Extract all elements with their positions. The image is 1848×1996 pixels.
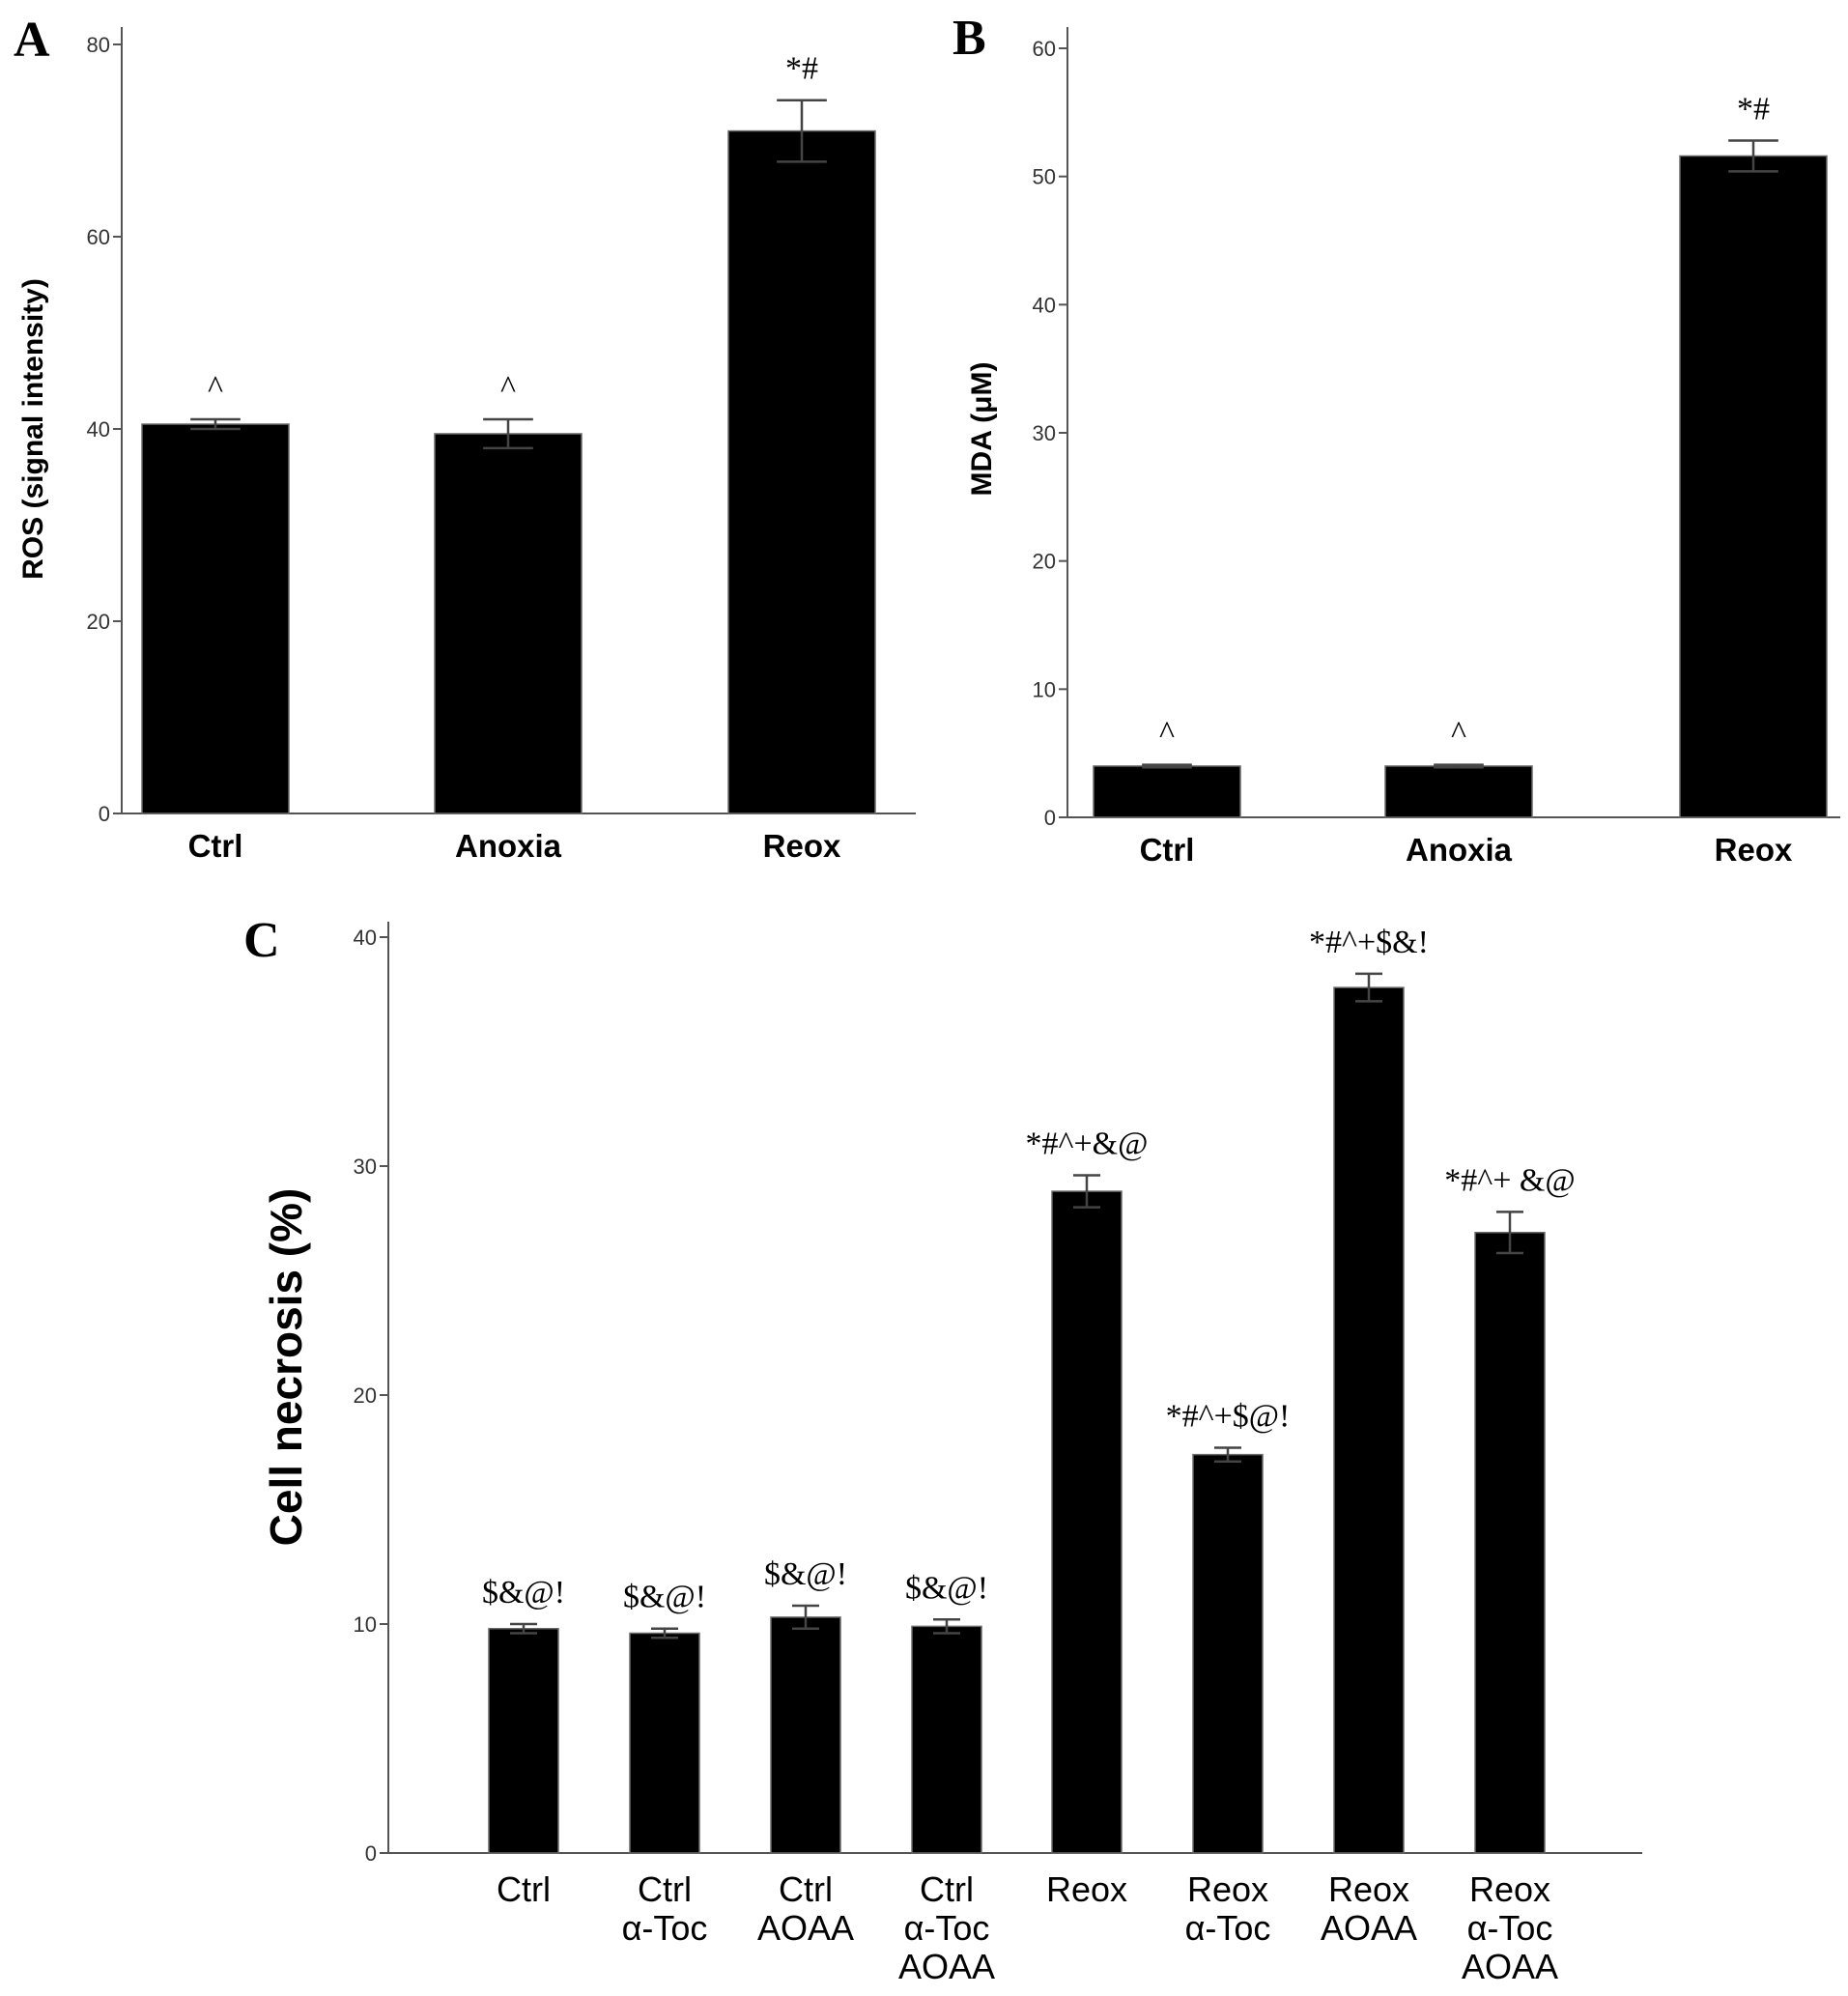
significance-annotation: $&@! [482,1575,565,1611]
bar [1093,765,1241,818]
chart-panel-c: C 0 10 20 30 40 Cell necrosis (%) $&@! Ctrl $&@! C… [243,913,1642,1986]
category-label: Ctrl [920,1869,974,1909]
category-label: Ctrl [497,1869,551,1909]
y-tick-label: 30 [354,1155,377,1179]
y-axis-title: MDA (μM) [966,362,998,497]
category-label: Reox [763,828,841,864]
bar [1333,986,1405,1854]
significance-annotation: *# [785,51,818,87]
bar [629,1632,700,1854]
y-tick-label: 20 [354,1383,377,1408]
y-tick-label: 60 [1033,37,1056,61]
significance-annotation: *#^+$@! [1166,1399,1291,1435]
chart-panel-a: A 0 20 40 60 80 ROS (signal intensity) ^ Ctrl ^ An… [14,13,916,864]
y-tick-label: 10 [1033,677,1056,701]
y-tick-label: 10 [354,1612,377,1637]
category-label: Ctrl [779,1869,833,1909]
y-tick-label: 50 [1033,165,1056,189]
bar [141,423,290,814]
y-axis-title: Cell necrosis (%) [261,1188,311,1547]
significance-annotation: *#^+$&! [1309,925,1429,960]
category-label: Reox [1328,1869,1409,1909]
category-label: α-Toc [1467,1908,1553,1948]
y-tick-label: 20 [1033,550,1056,574]
y-tick-label: 20 [87,610,110,634]
category-label: Reox [1715,832,1793,868]
category-label: Ctrl [1140,832,1195,868]
category-label: AOAA [757,1908,854,1948]
category-label: α-Toc [622,1908,708,1948]
category-label: AOAA [1462,1947,1558,1986]
panel-letter: B [952,11,986,66]
bar [434,433,583,814]
bar [488,1627,559,1854]
significance-annotation: *#^+ &@ [1444,1162,1575,1198]
bar [911,1625,982,1854]
significance-annotation: $&@! [905,1570,988,1606]
significance-annotation: $&@! [623,1580,706,1615]
panel-letter: A [14,13,50,68]
panel-letter: C [243,913,280,968]
bar [727,129,876,814]
category-label: α-Toc [1185,1908,1271,1948]
significance-annotation: ^ [208,370,223,406]
bar [1679,155,1828,818]
y-tick-label: 30 [1033,421,1056,445]
category-label: α-Toc [904,1908,990,1948]
significance-annotation: ^ [500,370,516,406]
significance-annotation: ^ [1159,716,1175,752]
bar [1474,1231,1546,1854]
category-label: AOAA [898,1947,995,1986]
category-label: Reox [1469,1869,1550,1909]
bar [1192,1453,1264,1854]
significance-annotation: *# [1737,92,1770,128]
y-tick-label: 40 [354,926,377,950]
chart-panel-b: B 0 10 20 30 40 50 60 MDA (μM) ^ Ctrl ^ Anoxia *# Reox [952,11,1840,868]
significance-annotation: ^ [1451,716,1466,752]
y-tick-label: 0 [99,802,110,826]
category-label: AOAA [1321,1908,1417,1948]
significance-annotation: *#^+&@ [1026,1126,1149,1161]
category-label: Ctrl [638,1869,692,1909]
y-tick-label: 40 [87,417,110,442]
category-label: Reox [1046,1869,1127,1909]
category-label: Anoxia [1406,832,1513,868]
category-label: Reox [1187,1869,1268,1909]
category-label: Anoxia [455,828,562,864]
bar [1051,1190,1123,1854]
y-tick-label: 80 [87,33,110,57]
category-label: Ctrl [188,828,243,864]
y-tick-label: 40 [1033,293,1056,317]
bar [770,1616,841,1854]
y-tick-label: 60 [87,225,110,249]
y-axis-title: ROS (signal intensity) [17,278,49,580]
significance-annotation: $&@! [764,1556,847,1592]
y-tick-label: 0 [365,1841,377,1866]
bar [1384,765,1533,818]
y-tick-label: 0 [1044,806,1056,830]
